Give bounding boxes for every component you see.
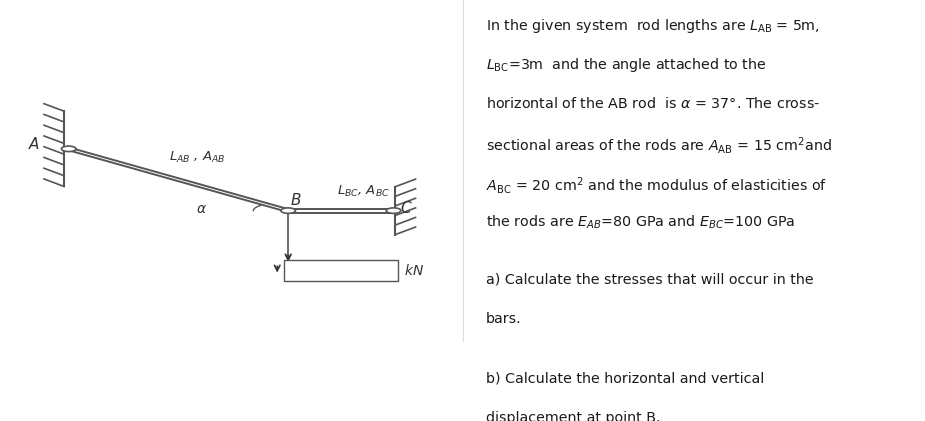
Text: $L_{\mathregular{BC}}$=3m  and the angle attached to the: $L_{\mathregular{BC}}$=3m and the angle …: [486, 56, 766, 75]
Text: $L_{\mathregular{AB}}$ , $A_{\mathregular{AB}}$: $L_{\mathregular{AB}}$ , $A_{\mathregula…: [168, 150, 225, 165]
Bar: [284, 260, 398, 281]
Circle shape: [281, 208, 295, 213]
Circle shape: [61, 146, 76, 152]
Text: $A$: $A$: [28, 136, 40, 152]
Text: bars.: bars.: [486, 312, 521, 326]
Text: $kN$: $kN$: [403, 263, 424, 278]
Text: horizontal of the AB rod  is $\alpha$ = 37°. The cross-: horizontal of the AB rod is $\alpha$ = 3…: [486, 96, 820, 111]
Text: b) Calculate the horizontal and vertical: b) Calculate the horizontal and vertical: [486, 371, 764, 385]
Text: $L_{\mathregular{BC}}$, $A_{\mathregular{BC}}$: $L_{\mathregular{BC}}$, $A_{\mathregular…: [338, 184, 390, 200]
Text: $\alpha$: $\alpha$: [196, 202, 206, 216]
Text: a) Calculate the stresses that will occur in the: a) Calculate the stresses that will occu…: [486, 273, 813, 287]
Text: $C$: $C$: [401, 200, 413, 216]
Text: In the given system  rod lengths are $L_{\mathregular{AB}}$ = 5m,: In the given system rod lengths are $L_{…: [486, 17, 820, 35]
Text: $B$: $B$: [290, 192, 302, 208]
Circle shape: [387, 208, 401, 213]
Text: displacement at point B.: displacement at point B.: [486, 410, 660, 421]
Text: 20: 20: [335, 263, 352, 277]
Text: the rods are $\it{E_{AB}}$=80 GPa and $\it{E_{BC}}$=100 GPa: the rods are $\it{E_{AB}}$=80 GPa and $\…: [486, 214, 795, 231]
Text: $A_{\mathregular{BC}}$ = 20 cm$^2$ and the modulus of elasticities of: $A_{\mathregular{BC}}$ = 20 cm$^2$ and t…: [486, 175, 827, 195]
Text: sectional areas of the rods are $A_{\mathregular{AB}}$ = 15 cm$^2$and: sectional areas of the rods are $A_{\mat…: [486, 135, 832, 156]
Text: $P=$: $P=$: [295, 263, 319, 277]
